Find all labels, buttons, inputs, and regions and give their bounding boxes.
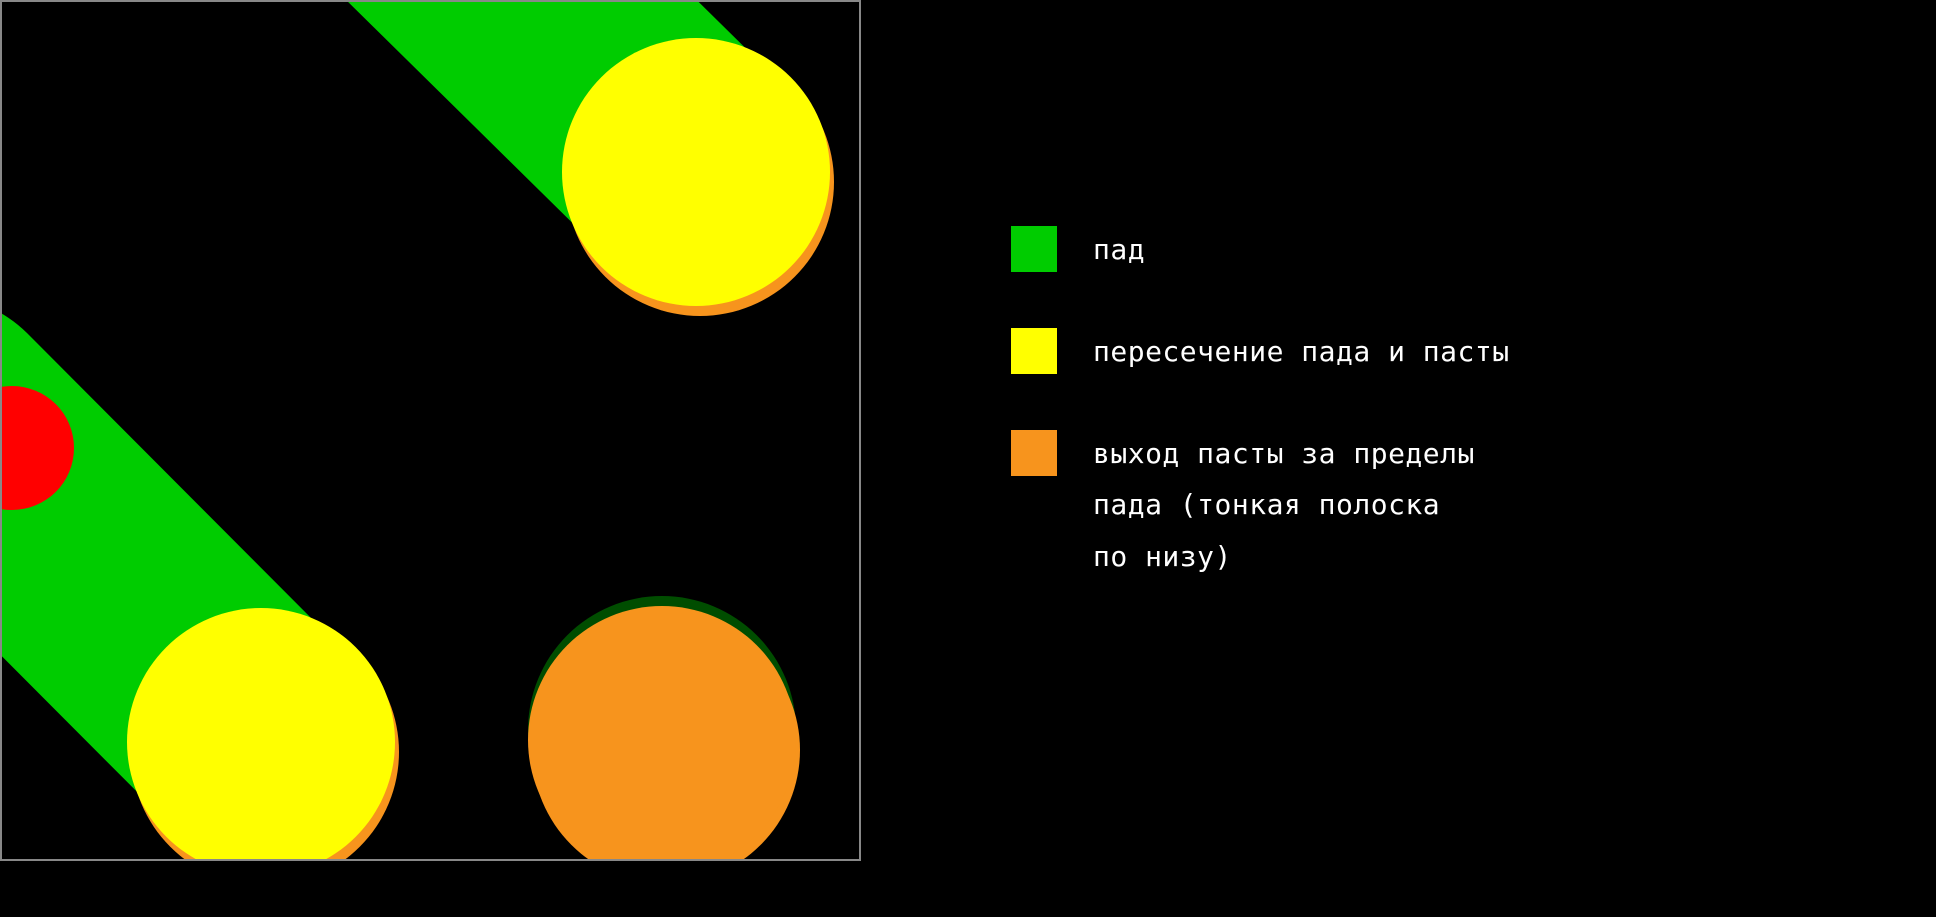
root: пад пересечение пада и пасты выход пасты з… xyxy=(0,0,1936,917)
diagram-border xyxy=(0,0,861,861)
legend-item: пересечение пада и пасты xyxy=(1011,326,1936,378)
legend-item: пад xyxy=(1011,224,1936,276)
legend-label: пад xyxy=(1093,224,1145,276)
legend-label: пересечение пада и пасты xyxy=(1093,326,1510,378)
legend-swatch xyxy=(1011,226,1057,272)
legend-swatch xyxy=(1011,430,1057,476)
legend-panel: пад пересечение пада и пасты выход пасты з… xyxy=(861,0,1936,917)
diagram-panel xyxy=(0,0,861,861)
legend-item: выход пасты за пределы пада (тонкая поло… xyxy=(1011,428,1936,583)
legend-swatch xyxy=(1011,328,1057,374)
legend-label: выход пасты за пределы пада (тонкая поло… xyxy=(1093,428,1475,583)
